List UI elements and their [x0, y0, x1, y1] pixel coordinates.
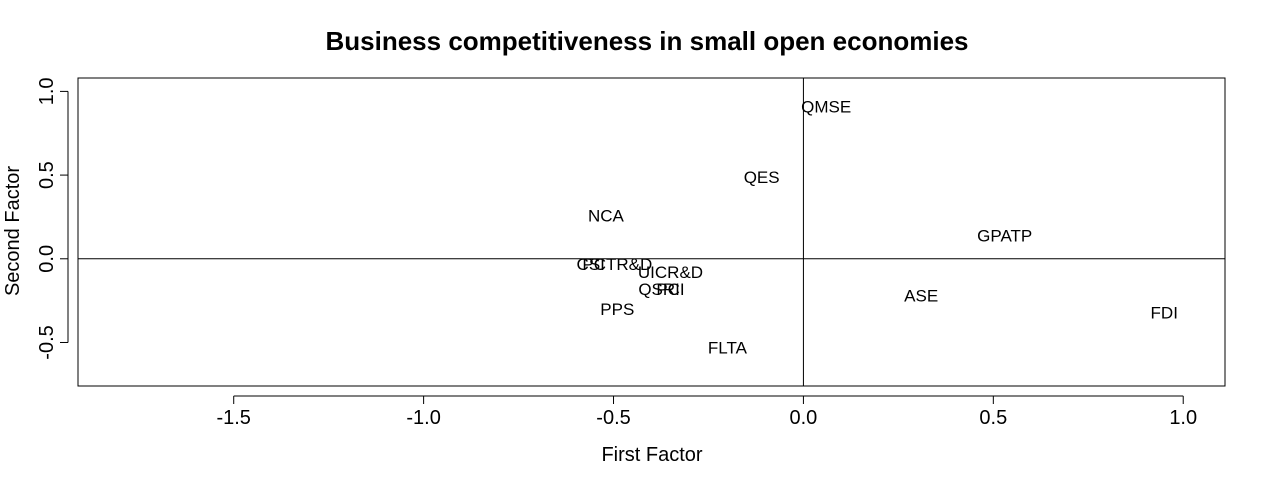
y-axis-label: Second Factor — [2, 166, 24, 296]
point-label: ASE — [904, 287, 938, 306]
y-tick-label: 0.5 — [36, 161, 58, 189]
y-axis: -0.5 0.0 0.5 1.0 — [36, 77, 69, 360]
point-label: NCA — [588, 206, 625, 225]
point-label: PCI — [656, 280, 684, 299]
point-label: PCTR&D — [582, 255, 652, 274]
x-axis: -1.5 -1.0 -0.5 0.0 0.5 1.0 — [216, 395, 1197, 429]
point-label: UICR&D — [638, 263, 703, 282]
x-tick-label: -1.5 — [216, 407, 250, 429]
point-label: QMSE — [801, 97, 851, 116]
x-tick-label: 0.0 — [790, 407, 818, 429]
x-axis-label: First Factor — [601, 444, 702, 466]
x-tick-label: 0.5 — [979, 407, 1007, 429]
x-tick-label: -1.0 — [406, 407, 440, 429]
point-label: PPS — [600, 300, 634, 319]
x-tick-label: 1.0 — [1169, 407, 1197, 429]
y-tick-label: 0.0 — [36, 245, 58, 273]
y-tick-label: 1.0 — [36, 77, 58, 105]
point-label: FLTA — [708, 339, 748, 358]
point-label: GPATP — [977, 226, 1032, 245]
reference-lines — [78, 78, 1225, 386]
point-label: FDI — [1151, 303, 1178, 322]
plot-border — [77, 77, 1226, 387]
point-label: QES — [744, 168, 780, 187]
y-tick-label: -0.5 — [36, 325, 58, 359]
point-label: QSRI — [638, 280, 680, 299]
chart-title: Business competitiveness in small open e… — [326, 26, 969, 56]
point-label: CSI — [577, 255, 605, 274]
x-tick-label: -0.5 — [596, 407, 630, 429]
